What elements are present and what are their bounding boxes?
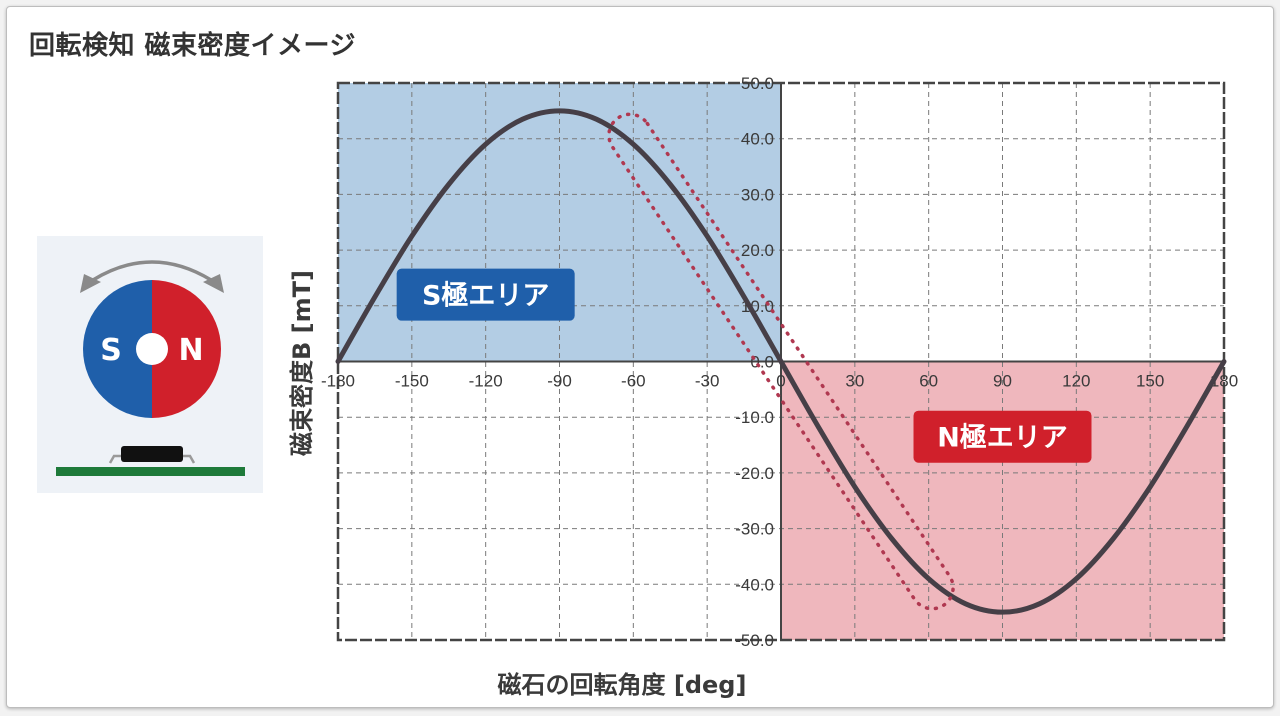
y-tick-label: -10.0: [735, 408, 774, 427]
x-tick-label: -90: [547, 372, 572, 391]
x-tick-label: 150: [1136, 372, 1164, 391]
s-pole-area-label: S極エリア: [422, 281, 549, 312]
y-tick-labels: 50.040.030.020.010.00.0-10.0-20.0-30.0-4…: [735, 74, 774, 650]
n-pole-area-badge: [913, 410, 1092, 463]
n-pole-half: [152, 280, 221, 418]
x-tick-label: -120: [469, 372, 503, 391]
linear-range-highlight: [607, 112, 955, 611]
area-labels: S極エリア N極エリア: [396, 268, 1092, 463]
s-pole-half: [83, 280, 152, 418]
y-tick-label: -50.0: [735, 631, 774, 650]
magnet-sensor-illustration: S N: [37, 236, 263, 493]
x-tick-label: 120: [1062, 372, 1090, 391]
x-tick-label: -30: [695, 372, 720, 391]
x-tick-label: -60: [621, 372, 646, 391]
y-tick-label: 30.0: [741, 185, 774, 204]
sensor-chip-body: [121, 446, 183, 462]
y-tick-label: 50.0: [741, 74, 774, 93]
y-axis-title: 磁束密度B [mT]: [288, 270, 316, 456]
series: [335, 108, 1227, 615]
s-pole-area-badge: [396, 268, 575, 321]
flux-density-chart: -180 -150 -120 -90 -60 -30 0 30 60 90 120 150 180 50…: [288, 74, 1238, 699]
y-tick-label: -40.0: [735, 575, 774, 594]
x-tick-label: -180: [321, 372, 355, 391]
x-axis-title: 磁石の回転角度 [deg]: [498, 671, 747, 699]
n-pole-area-label: N極エリア: [937, 423, 1068, 454]
sensor-chip-icon: [108, 446, 196, 464]
circuit-board-icon: [56, 467, 245, 476]
s-pole-label: S: [100, 333, 122, 368]
highlight-annotation: [607, 112, 955, 611]
x-tick-label: 60: [919, 372, 938, 391]
rotation-arrow-icon: [80, 260, 224, 293]
y-tick-label: -20.0: [735, 464, 774, 483]
x-tick-label: -150: [395, 372, 429, 391]
y-tick-label: 40.0: [741, 130, 774, 149]
x-tick-label: 30: [845, 372, 864, 391]
n-pole-label: N: [178, 333, 203, 368]
flux-density-curve: [335, 108, 1227, 615]
x-tick-label: 90: [993, 372, 1012, 391]
x-tick-labels: -180 -150 -120 -90 -60 -30 0 30 60 90 120 150 180: [321, 372, 1238, 391]
y-tick-label: 0.0: [750, 353, 774, 372]
figure-frame: 回転検知 磁束密度イメージ S N -180 -150 -120 -90 -60 -30 0…: [6, 6, 1274, 708]
x-tick-label: 0: [776, 372, 785, 391]
y-tick-label: -30.0: [735, 520, 774, 539]
y-tick-label: 20.0: [741, 241, 774, 260]
magnet-icon: S N: [83, 280, 221, 418]
page-title: 回転検知 磁束密度イメージ: [29, 31, 357, 61]
magnet-center-hole: [136, 333, 168, 365]
